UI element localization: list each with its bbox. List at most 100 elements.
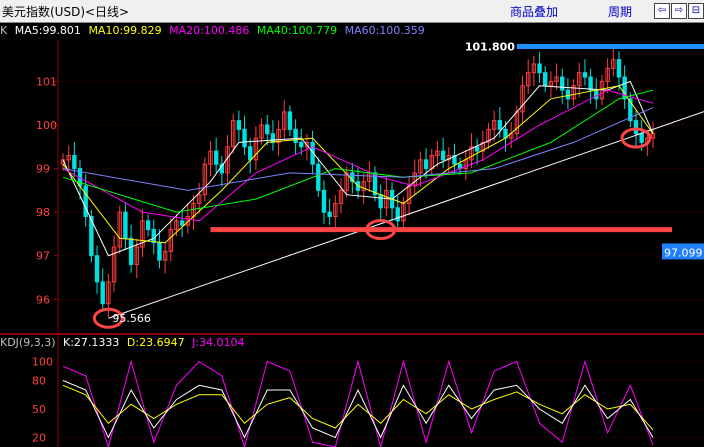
- kdj-tick-label: 20: [32, 432, 46, 445]
- candle-body: [543, 72, 548, 87]
- candle-body: [486, 128, 491, 143]
- candle-body: [72, 154, 77, 170]
- kdj-d-line: [62, 384, 654, 431]
- legend-ma40: MA40:100.779: [256, 24, 338, 37]
- candle-body: [299, 141, 304, 148]
- trendline: [108, 111, 704, 319]
- price-tick-label: 101: [36, 75, 57, 88]
- candle-body: [145, 220, 151, 231]
- kdj-tick-label: 50: [32, 403, 46, 416]
- candle-body: [628, 98, 633, 122]
- kdj-legend: KDJ(9,3,3) K:27.1333 D:23.6947 J:34.0104: [0, 336, 249, 352]
- chart-frame: [0, 40, 704, 447]
- candle-body: [423, 159, 429, 170]
- candle-body: [83, 185, 88, 218]
- candle-body: [151, 229, 156, 244]
- candle-body: [435, 150, 440, 156]
- title-bar: 美元指数(USD)<日线> 商品叠加 周期 ⇦ ⇨ ⊟: [0, 0, 704, 23]
- legend-ma10: MA10:99.829: [88, 24, 162, 37]
- candle-body: [333, 202, 338, 218]
- candle-body: [270, 133, 276, 143]
- candle-body: [259, 124, 264, 139]
- kdj-d-value: D:23.6947: [126, 336, 185, 349]
- collapse-icon[interactable]: ⊟: [688, 3, 704, 19]
- candle-body: [117, 211, 122, 248]
- candle-body: [554, 76, 559, 82]
- candle-body: [327, 211, 332, 218]
- ma20-line: [62, 89, 654, 222]
- candle-body: [395, 207, 400, 222]
- price-tick-label: 96: [36, 293, 50, 306]
- candle-body: [265, 124, 270, 135]
- candle-body: [639, 133, 644, 143]
- candle-body: [611, 59, 616, 69]
- candle-body: [140, 220, 145, 248]
- low-price-label: 95.566: [112, 312, 151, 325]
- candle-body: [531, 63, 537, 74]
- candle-body: [588, 76, 593, 91]
- period-button[interactable]: 周期: [608, 5, 633, 19]
- legend-ma5: MA5:99.801: [14, 24, 81, 37]
- candle-body: [310, 141, 315, 165]
- candle-body: [537, 63, 542, 74]
- candle-body: [213, 150, 219, 165]
- kdj-j-line: [62, 359, 654, 447]
- ma10-line: [62, 85, 654, 244]
- candle-body: [202, 163, 208, 196]
- candle-body: [236, 120, 242, 130]
- candle-body: [185, 216, 191, 226]
- overlay-commodity-button[interactable]: 商品叠加: [510, 5, 559, 19]
- kdj-panel: [62, 359, 654, 447]
- candle-body: [378, 194, 383, 209]
- candle-body: [338, 189, 344, 204]
- candle-body: [577, 72, 582, 87]
- candle-body: [128, 237, 134, 265]
- candle-body: [571, 85, 576, 100]
- kdj-j-value: J:34.0104: [192, 336, 245, 349]
- candle-body: [469, 146, 474, 161]
- candle-body: [520, 85, 525, 113]
- candle-body: [633, 120, 639, 135]
- candle-body: [616, 59, 622, 78]
- candle-body: [452, 154, 457, 165]
- candle-body: [276, 128, 281, 143]
- highlight-circle: [365, 219, 397, 241]
- annotations: 101.800 95.566 97.099: [92, 41, 704, 329]
- candle-body: [174, 220, 179, 231]
- ma60-line: [62, 107, 654, 191]
- candle-body: [361, 181, 366, 191]
- highlight-circle: [620, 127, 652, 149]
- candle-body: [594, 89, 599, 100]
- candle-body: [548, 80, 554, 87]
- ma-legend: K MA5:99.801 MA10:99.829 MA20:100.486 MA…: [0, 24, 429, 40]
- candle-body: [565, 89, 571, 100]
- kdj-tick-label: 80: [32, 375, 46, 388]
- candle-body: [480, 141, 486, 152]
- candle-body: [491, 120, 497, 130]
- candle-body: [321, 189, 327, 213]
- kdj-k-line: [62, 380, 654, 439]
- candle-body: [605, 67, 610, 82]
- candle-body: [230, 120, 236, 148]
- price-tick-label: 100: [36, 119, 57, 132]
- candle-body: [208, 150, 213, 165]
- candle-body: [474, 146, 480, 152]
- legend-k: K: [0, 24, 8, 37]
- kdj-tick-label: 100: [32, 356, 53, 369]
- candle-body: [248, 146, 253, 161]
- moving-averages: [62, 80, 654, 257]
- candle-body: [350, 172, 355, 183]
- candle-body: [89, 216, 94, 257]
- nav-left-icon[interactable]: ⇦: [654, 3, 670, 19]
- candle-body: [157, 242, 162, 261]
- candle-body: [242, 128, 247, 148]
- candle-body: [94, 255, 100, 283]
- candle-body: [560, 76, 565, 91]
- nav-right-icon[interactable]: ⇨: [671, 3, 687, 19]
- candle-body: [293, 128, 298, 143]
- candle-body: [316, 163, 321, 191]
- candle-body: [304, 141, 310, 148]
- candle-body: [168, 229, 173, 252]
- candle-body: [650, 133, 656, 139]
